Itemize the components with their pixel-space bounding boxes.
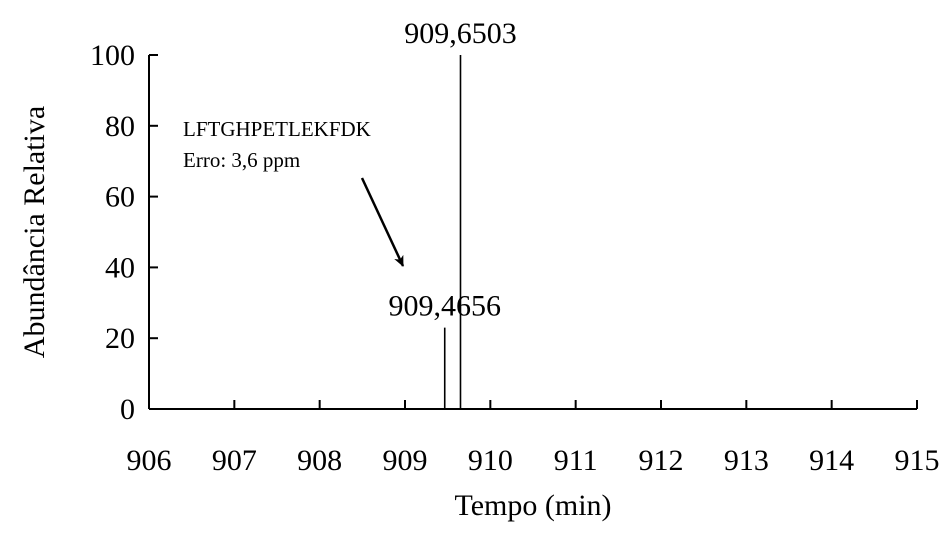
x-tick-label: 906	[127, 444, 172, 477]
x-tick-label: 909	[383, 444, 428, 477]
peak-series: 909,4656 909,6503	[388, 17, 517, 409]
x-tick-label: 911	[554, 444, 598, 477]
plot-area: 0 20 40 60 80 100 906 907 908 909 910 911 912 913 914…	[90, 17, 940, 477]
y-axis-ticks: 0 20 40 60 80 100	[90, 39, 158, 426]
annotation-error: Erro: 3,6 ppm	[183, 148, 300, 172]
x-axis-ticks: 906 907 908 909 910 911 912 913 914 915	[127, 400, 940, 477]
x-tick-label: 912	[639, 444, 684, 477]
annotation: LFTGHPETLEKFDK Erro: 3,6 ppm	[183, 117, 405, 267]
y-tick-label: 20	[105, 322, 135, 355]
peak-label: 909,6503	[404, 17, 517, 50]
x-tick-label: 907	[212, 444, 257, 477]
y-tick-label: 40	[105, 251, 135, 284]
y-tick-label: 0	[120, 393, 135, 426]
x-tick-label: 910	[468, 444, 513, 477]
y-axis-title: Abundância Relativa	[18, 106, 51, 358]
x-axis-title: Tempo (min)	[454, 489, 611, 522]
y-tick-label: 60	[105, 181, 135, 214]
x-tick-label: 913	[724, 444, 769, 477]
y-tick-label: 80	[105, 110, 135, 143]
annotation-sequence: LFTGHPETLEKFDK	[183, 117, 371, 141]
x-tick-label: 908	[297, 444, 342, 477]
x-tick-label: 914	[809, 444, 854, 477]
x-tick-label: 915	[895, 444, 940, 477]
peak-label: 909,4656	[388, 290, 501, 323]
y-tick-label: 100	[90, 39, 135, 72]
annotation-arrow	[360, 177, 405, 267]
